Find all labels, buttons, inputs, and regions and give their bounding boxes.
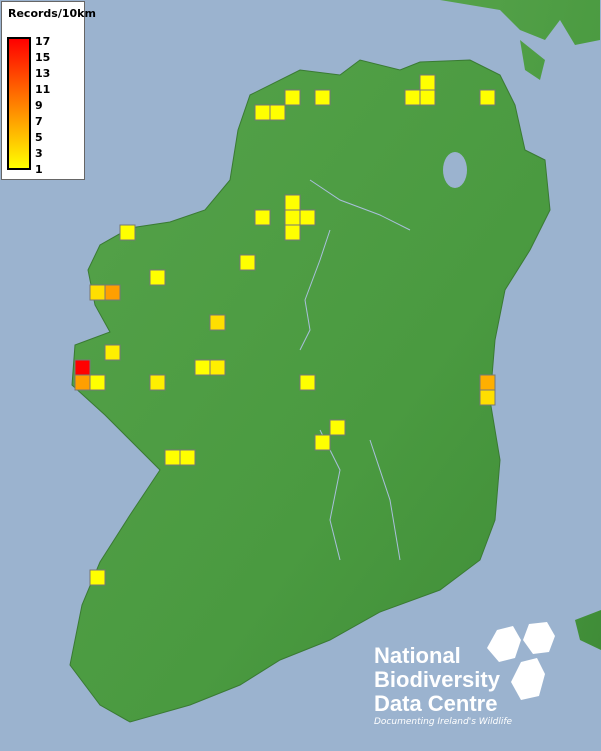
legend: Records/10km 17 15 13 11 9 7 5 3 1 [1,1,96,180]
record-cell[interactable] [74,374,91,391]
record-cell[interactable] [329,419,346,436]
record-cells [74,74,496,586]
record-cell[interactable] [254,209,271,226]
record-cell[interactable] [89,569,106,586]
record-cell[interactable] [119,224,136,241]
record-cell[interactable] [104,344,121,361]
legend-tick: 17 [35,35,51,48]
record-cell[interactable] [284,209,301,226]
record-cell[interactable] [299,374,316,391]
record-cell[interactable] [209,314,226,331]
lough-neagh [443,152,467,188]
record-cell[interactable] [284,194,301,211]
logo-line: National [374,643,461,668]
record-cell[interactable] [194,359,211,376]
record-cell[interactable] [149,269,166,286]
record-cell[interactable] [314,89,331,106]
record-cell[interactable] [179,449,196,466]
record-cell[interactable] [479,89,496,106]
record-cell[interactable] [89,374,106,391]
record-cell[interactable] [479,374,496,391]
record-cell[interactable] [419,74,436,91]
legend-tick: 9 [35,99,43,112]
record-cell[interactable] [269,104,286,121]
legend-tick: 15 [35,51,51,64]
record-cell[interactable] [254,104,271,121]
record-cell[interactable] [314,434,331,451]
record-cell[interactable] [404,89,421,106]
record-cell[interactable] [419,89,436,106]
legend-title: Records/10km [8,7,96,20]
record-cell[interactable] [239,254,256,271]
legend-tick: 3 [35,147,43,160]
logo-tagline: Documenting Ireland's Wildlife [374,717,513,727]
record-cell[interactable] [149,374,166,391]
record-cell[interactable] [74,359,91,376]
record-cell[interactable] [284,224,301,241]
logo-hexagons-icon [487,622,555,700]
logo-line: Biodiversity [374,667,500,692]
record-cell[interactable] [164,449,181,466]
legend-tick: 7 [35,115,43,128]
legend-tick: 5 [35,131,43,144]
rivers [299,179,411,561]
record-cell[interactable] [104,284,121,301]
legend-tick: 1 [35,163,43,176]
legend-tick: 13 [35,67,51,80]
logo-line: Data Centre [374,691,498,716]
record-cell[interactable] [479,389,496,406]
legend-color-bar [7,37,31,170]
record-cell[interactable] [284,89,301,106]
record-cell[interactable] [209,359,226,376]
legend-tick: 11 [35,83,51,96]
logo-text: National Biodiversity Data Centre [374,644,500,716]
record-cell[interactable] [299,209,316,226]
record-cell[interactable] [89,284,106,301]
